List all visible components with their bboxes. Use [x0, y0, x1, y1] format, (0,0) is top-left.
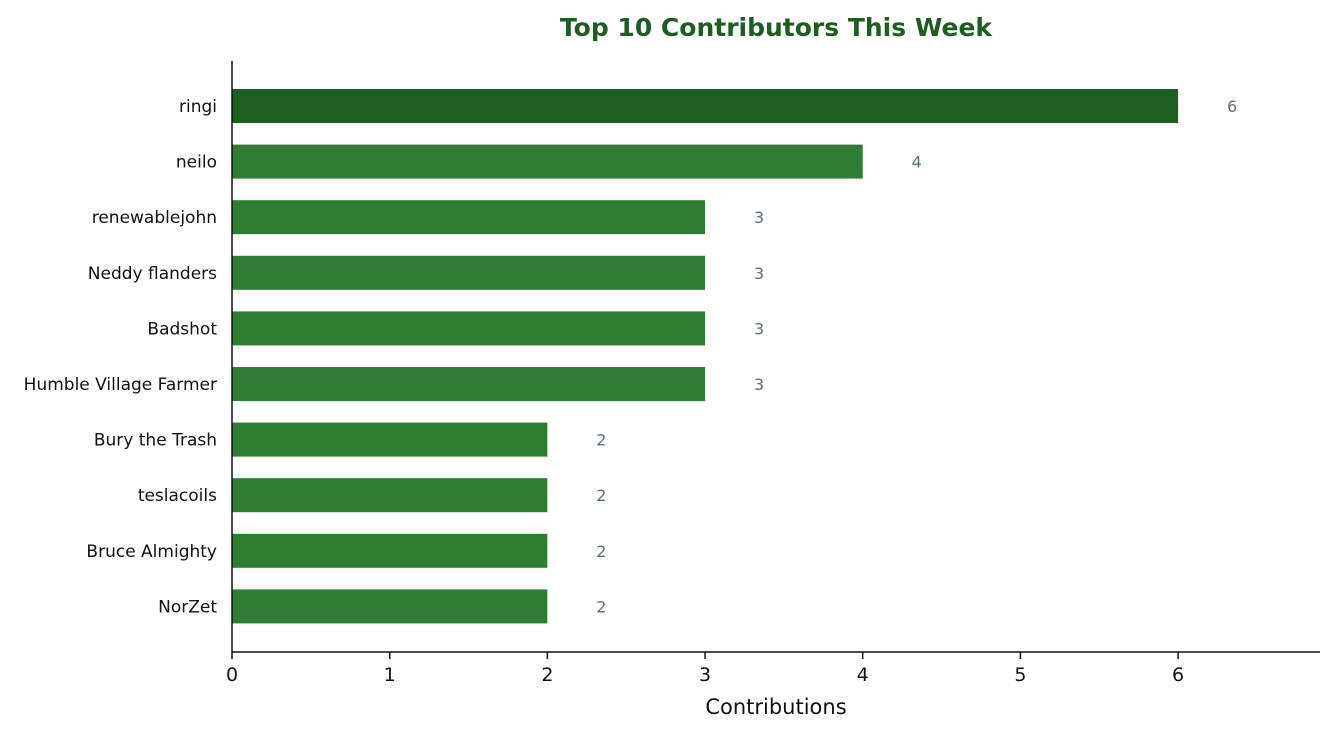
category-label-0: ringi	[179, 97, 217, 117]
category-label-9: NorZet	[158, 597, 217, 617]
x-tick-label-2: 2	[541, 664, 553, 686]
bar-0	[232, 89, 1179, 123]
chart-title: Top 10 Contributors This Week	[560, 13, 994, 42]
value-label-5: 3	[754, 375, 764, 394]
bar-5	[232, 367, 706, 401]
value-label-7: 2	[596, 486, 606, 505]
labels-group: ringi 6 neilo 4 renewablejohn 3 Neddy flanders…	[24, 97, 1238, 617]
bar-3	[232, 255, 706, 290]
category-label-8: Bruce Almighty	[86, 542, 217, 562]
bar-7	[232, 478, 548, 513]
bar-2	[232, 200, 706, 235]
value-label-0: 6	[1227, 97, 1237, 116]
value-label-6: 2	[596, 431, 606, 450]
x-tick-label-0: 0	[226, 664, 238, 686]
value-label-1: 4	[912, 153, 922, 172]
x-tick-label-6: 6	[1172, 664, 1184, 686]
x-tick-label-5: 5	[1014, 664, 1026, 686]
value-label-3: 3	[754, 264, 764, 283]
category-label-3: Neddy flanders	[88, 264, 217, 284]
category-label-7: teslacoils	[138, 486, 217, 506]
bar-1	[232, 144, 863, 179]
bar-6	[232, 422, 548, 457]
category-label-1: neilo	[176, 153, 217, 173]
bar-4	[232, 311, 706, 346]
x-tick-label-3: 3	[699, 664, 711, 686]
category-label-6: Bury the Trash	[94, 431, 217, 451]
x-tick-label-1: 1	[384, 664, 396, 686]
x-axis-title: Contributions	[705, 695, 846, 719]
value-label-9: 2	[596, 597, 606, 616]
category-label-4: Badshot	[147, 319, 217, 339]
category-label-5: Humble Village Farmer	[24, 375, 217, 395]
category-label-2: renewablejohn	[92, 208, 217, 228]
bar-8	[232, 533, 548, 568]
value-label-4: 3	[754, 319, 764, 338]
x-ticks-group: 0 1 2 3 4 5 6	[226, 652, 1184, 686]
bars-group	[232, 89, 1179, 624]
value-label-2: 3	[754, 208, 764, 227]
value-label-8: 2	[596, 542, 606, 561]
x-tick-label-4: 4	[857, 664, 869, 686]
bar-9	[232, 589, 548, 624]
